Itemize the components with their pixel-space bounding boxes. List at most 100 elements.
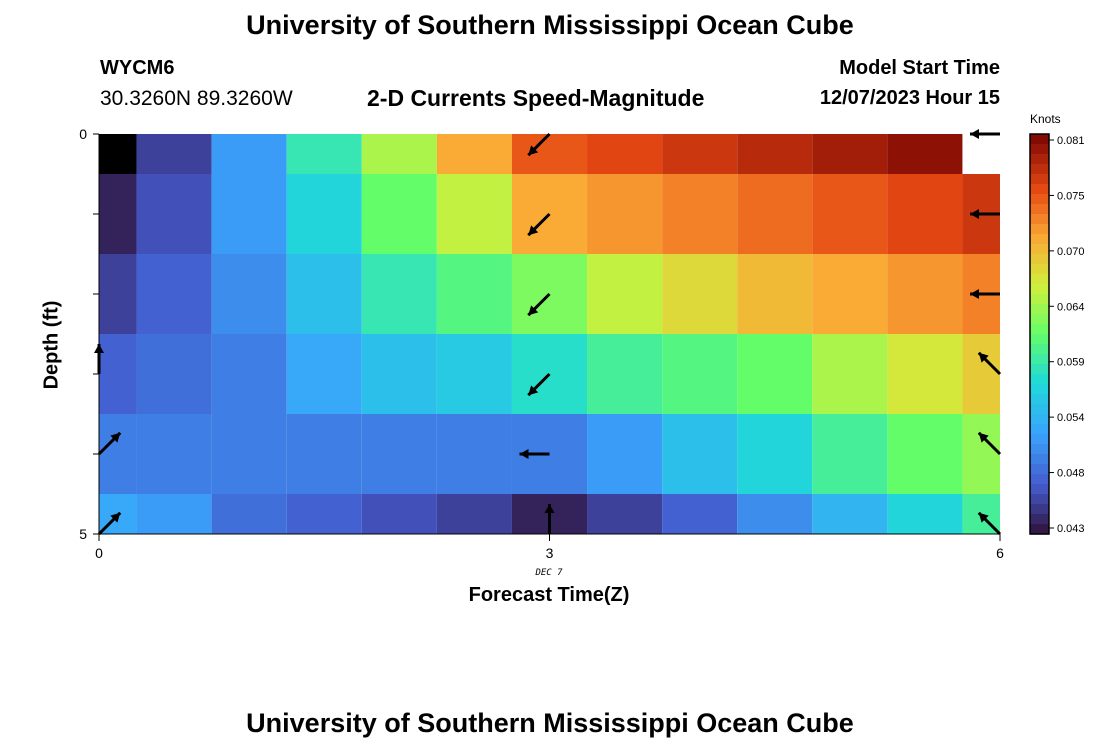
current-arrow	[519, 449, 550, 459]
heatmap-cell	[286, 174, 362, 254]
heatmap-cell	[887, 414, 963, 494]
heatmap-cell	[211, 174, 287, 254]
heatmap-cell	[587, 254, 663, 334]
colorbar-segment	[1030, 264, 1049, 275]
colorbar-segment	[1030, 314, 1049, 325]
colorbar-segment	[1030, 144, 1049, 155]
heatmap-cell	[962, 134, 1000, 174]
heatmap-cell	[662, 414, 738, 494]
colorbar-segment	[1030, 464, 1049, 475]
heatmap-cell	[211, 414, 287, 494]
heatmap-cell	[812, 494, 888, 534]
colorbar-segment	[1030, 344, 1049, 355]
heatmap-cell	[436, 174, 512, 254]
colorbar-segment	[1030, 164, 1049, 175]
colorbar: 0.081 0.075 0.070 0.064 0.059 0.054 0.048 0.043	[1029, 133, 1085, 535]
heatmap-cell	[587, 174, 663, 254]
date-label: DEC 7	[535, 568, 563, 578]
model-start-label: Model Start Time	[839, 57, 1000, 79]
colorbar-tick-label: 0.048	[1057, 468, 1085, 480]
heatmap-cell	[737, 254, 813, 334]
current-arrow	[527, 212, 551, 237]
current-arrow	[977, 431, 1002, 456]
colorbar-tick-label: 0.081	[1057, 135, 1085, 147]
heatmap-cell	[587, 134, 663, 174]
heatmap-cell	[436, 414, 512, 494]
heatmap-cell	[662, 174, 738, 254]
heatmap-cell	[136, 494, 212, 534]
arrow-head	[970, 209, 979, 219]
heatmap-cell	[662, 334, 738, 414]
heatmap-cell	[887, 254, 963, 334]
x-tick-label: 6	[996, 545, 1004, 561]
heatmap-cell	[286, 254, 362, 334]
heatmap-cell	[436, 334, 512, 414]
arrow-head	[528, 305, 539, 316]
heatmap-cell	[436, 254, 512, 334]
colorbar-segment	[1030, 364, 1049, 375]
heatmap-cell	[812, 134, 888, 174]
y-tick-label: 5	[79, 526, 87, 542]
colorbar-segment	[1030, 174, 1049, 185]
heatmap-cell	[361, 254, 437, 334]
current-arrow	[97, 511, 122, 536]
heatmap-cell	[662, 494, 738, 534]
heatmap-cell	[737, 334, 813, 414]
current-arrow	[527, 372, 551, 397]
colorbar-tick-label: 0.054	[1057, 412, 1085, 424]
heatmap-cell	[211, 334, 287, 414]
colorbar-segment	[1030, 284, 1049, 295]
heatmap-cell	[136, 174, 212, 254]
heatmap-cell	[286, 414, 362, 494]
colorbar-segment	[1030, 484, 1049, 495]
arrow-head	[544, 504, 555, 513]
colorbar-segment	[1030, 424, 1049, 435]
heatmap-cell	[587, 334, 663, 414]
current-arrow	[977, 351, 1002, 376]
heatmap-cell	[361, 494, 437, 534]
x-tick-label: 0	[95, 545, 103, 561]
heatmap-cell	[99, 254, 137, 334]
heatmap-cell	[361, 414, 437, 494]
heatmap-cell	[436, 494, 512, 534]
station-coords: 30.3260N 89.3260W	[100, 87, 293, 110]
colorbar-tick-label: 0.064	[1057, 301, 1085, 313]
arrow-head	[110, 432, 121, 443]
arrow-head	[528, 145, 539, 156]
heatmap-cell	[136, 254, 212, 334]
heatmap-cell	[286, 334, 362, 414]
arrow-head	[528, 385, 539, 396]
colorbar-tick-label: 0.043	[1057, 523, 1085, 535]
heatmap-cell	[211, 254, 287, 334]
arrow-head	[970, 129, 979, 139]
heatmap-cell	[99, 134, 137, 174]
heatmap-cell	[812, 414, 888, 494]
colorbar-segment	[1030, 434, 1049, 445]
colorbar-segment	[1030, 274, 1049, 285]
colorbar-segment	[1030, 444, 1049, 455]
colorbar-segment	[1030, 514, 1049, 525]
colorbar-segment	[1030, 474, 1049, 485]
colorbar-segment	[1030, 354, 1049, 365]
model-start-time: 12/07/2023 Hour 15	[819, 87, 1000, 109]
heatmap-cell	[361, 334, 437, 414]
heatmap-cell	[887, 494, 963, 534]
colorbar-tick-label: 0.070	[1057, 246, 1085, 258]
heatmap-cell	[99, 414, 137, 494]
current-arrows	[94, 129, 1002, 536]
colorbar-segment	[1030, 234, 1049, 245]
page-title: University of Southern Mississippi Ocean…	[246, 10, 854, 40]
colorbar-segment	[1030, 184, 1049, 195]
current-arrow	[544, 504, 555, 534]
colorbar-segment	[1030, 214, 1049, 225]
heatmap-cell	[887, 334, 963, 414]
heatmap-cell	[737, 494, 813, 534]
colorbar-segment	[1030, 294, 1049, 305]
current-arrow	[977, 511, 1002, 536]
heatmap-cell	[812, 254, 888, 334]
heatmap-cell	[662, 254, 738, 334]
arrow-head	[519, 449, 529, 459]
arrow-head	[970, 289, 979, 299]
heatmap-cells	[99, 134, 1000, 534]
